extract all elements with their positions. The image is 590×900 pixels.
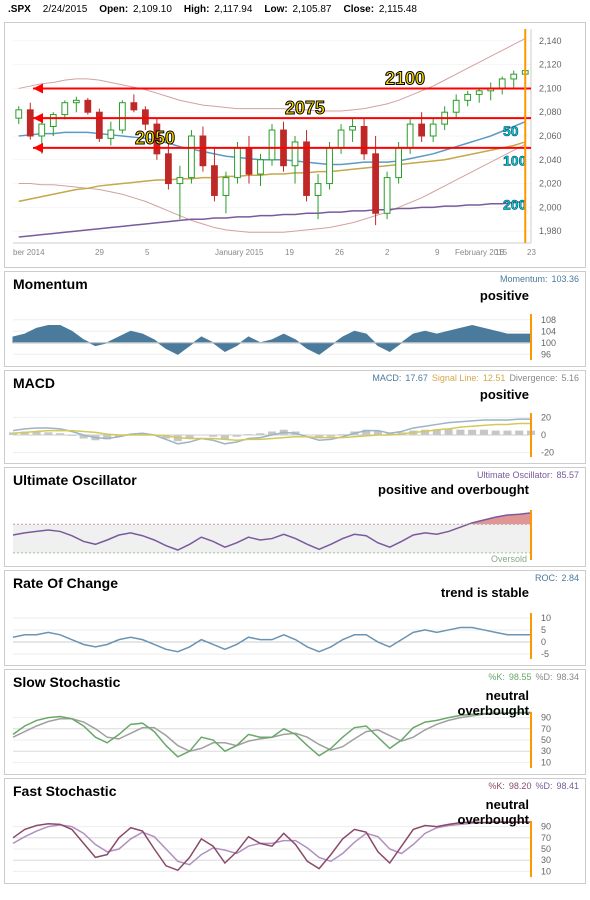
close-label: Close: (343, 4, 374, 15)
macd-readout: MACD:17.67Signal Line:12.51Divergence:5.… (368, 373, 579, 383)
svg-text:90: 90 (541, 713, 551, 723)
fast-panel: Fast Stochastic%K:98.20%D:98.41103050709… (4, 778, 586, 884)
svg-text:2,000: 2,000 (539, 202, 562, 212)
open-label: Open: (99, 4, 128, 15)
date: 2/24/2015 (43, 4, 88, 15)
svg-text:2,080: 2,080 (539, 107, 562, 117)
svg-text:0: 0 (541, 637, 546, 647)
momentum-annotation: positive (480, 288, 529, 303)
slow-panel: Slow Stochastic%K:98.55%D:98.34103050709… (4, 669, 586, 775)
slow-annotation: neutral overbought (458, 688, 530, 718)
open-value: 2,109.10 (133, 4, 172, 15)
roc-annotation: trend is stable (441, 585, 529, 600)
svg-text:200: 200 (503, 197, 527, 213)
uo-panel: Ultimate OscillatorUltimate Oscillator:8… (4, 467, 586, 567)
svg-text:100: 100 (541, 338, 556, 348)
svg-text:2050: 2050 (135, 128, 175, 148)
svg-text:-20: -20 (541, 448, 554, 458)
price-chart: 1,980 2,000 2,020 2,040 2,060 2,080 2,100 2,120… (4, 22, 586, 268)
svg-text:2,060: 2,060 (539, 131, 562, 141)
high-value: 2,117.94 (214, 4, 252, 15)
svg-text:26: 26 (335, 248, 344, 257)
svg-text:2: 2 (385, 248, 390, 257)
high-label: High: (184, 4, 210, 15)
fast-annotation: neutral overbought (458, 797, 530, 827)
svg-text:2,020: 2,020 (539, 179, 562, 189)
svg-text:50: 50 (541, 735, 551, 745)
svg-text:2,040: 2,040 (539, 155, 562, 165)
svg-text:70: 70 (541, 833, 551, 843)
macd-panel: MACDMACD:17.67Signal Line:12.51Divergenc… (4, 370, 586, 464)
uo-readout: Ultimate Oscillator:85.57 (473, 470, 579, 480)
svg-text:-5: -5 (541, 649, 549, 659)
svg-text:10: 10 (541, 866, 551, 876)
svg-text:2,140: 2,140 (539, 36, 562, 46)
svg-text:5: 5 (541, 625, 546, 635)
svg-text:30: 30 (541, 746, 551, 756)
slow-readout: %K:98.55%D:98.34 (484, 672, 579, 682)
uo-annotation: positive and overbought (378, 482, 529, 497)
svg-text:January 2015: January 2015 (215, 248, 264, 257)
svg-text:70: 70 (541, 724, 551, 734)
roc-panel: Rate Of ChangeROC:2.84-50510trend is sta… (4, 570, 586, 666)
svg-text:2,100: 2,100 (539, 83, 562, 93)
svg-text:20: 20 (541, 412, 551, 422)
uo-note: Oversold (491, 554, 527, 564)
svg-text:100: 100 (503, 153, 527, 169)
svg-text:19: 19 (285, 248, 294, 257)
svg-text:0: 0 (541, 430, 546, 440)
macd-annotation: positive (480, 387, 529, 402)
svg-text:90: 90 (541, 822, 551, 832)
svg-text:2100: 2100 (385, 68, 425, 88)
low-label: Low: (264, 4, 287, 15)
close-value: 2,115.48 (379, 4, 417, 15)
symbol: .SPX (8, 4, 31, 15)
svg-text:50: 50 (541, 844, 551, 854)
svg-text:96: 96 (541, 349, 551, 359)
svg-text:9: 9 (435, 248, 440, 257)
fast-readout: %K:98.20%D:98.41 (484, 781, 579, 791)
svg-text:30: 30 (541, 855, 551, 865)
low-value: 2,105.87 (293, 4, 332, 15)
svg-text:104: 104 (541, 326, 556, 336)
svg-text:ber 2014: ber 2014 (13, 248, 45, 257)
svg-text:29: 29 (95, 248, 104, 257)
momentum-readout: Momentum:103.36 (496, 274, 579, 284)
svg-text:50: 50 (503, 123, 519, 139)
svg-text:10: 10 (541, 613, 551, 623)
svg-text:2,120: 2,120 (539, 60, 562, 70)
svg-text:2075: 2075 (285, 98, 325, 118)
svg-text:5: 5 (145, 248, 150, 257)
roc-readout: ROC:2.84 (531, 573, 579, 583)
svg-text:16: 16 (495, 248, 504, 257)
svg-text:23: 23 (527, 248, 536, 257)
momentum-panel: MomentumMomentum:103.3696100104108positi… (4, 271, 586, 367)
svg-text:1,980: 1,980 (539, 226, 562, 236)
price-header: .SPX 2/24/2015 Open: 2,109.10 High: 2,11… (0, 0, 590, 19)
svg-text:10: 10 (541, 757, 551, 767)
svg-text:108: 108 (541, 315, 556, 325)
